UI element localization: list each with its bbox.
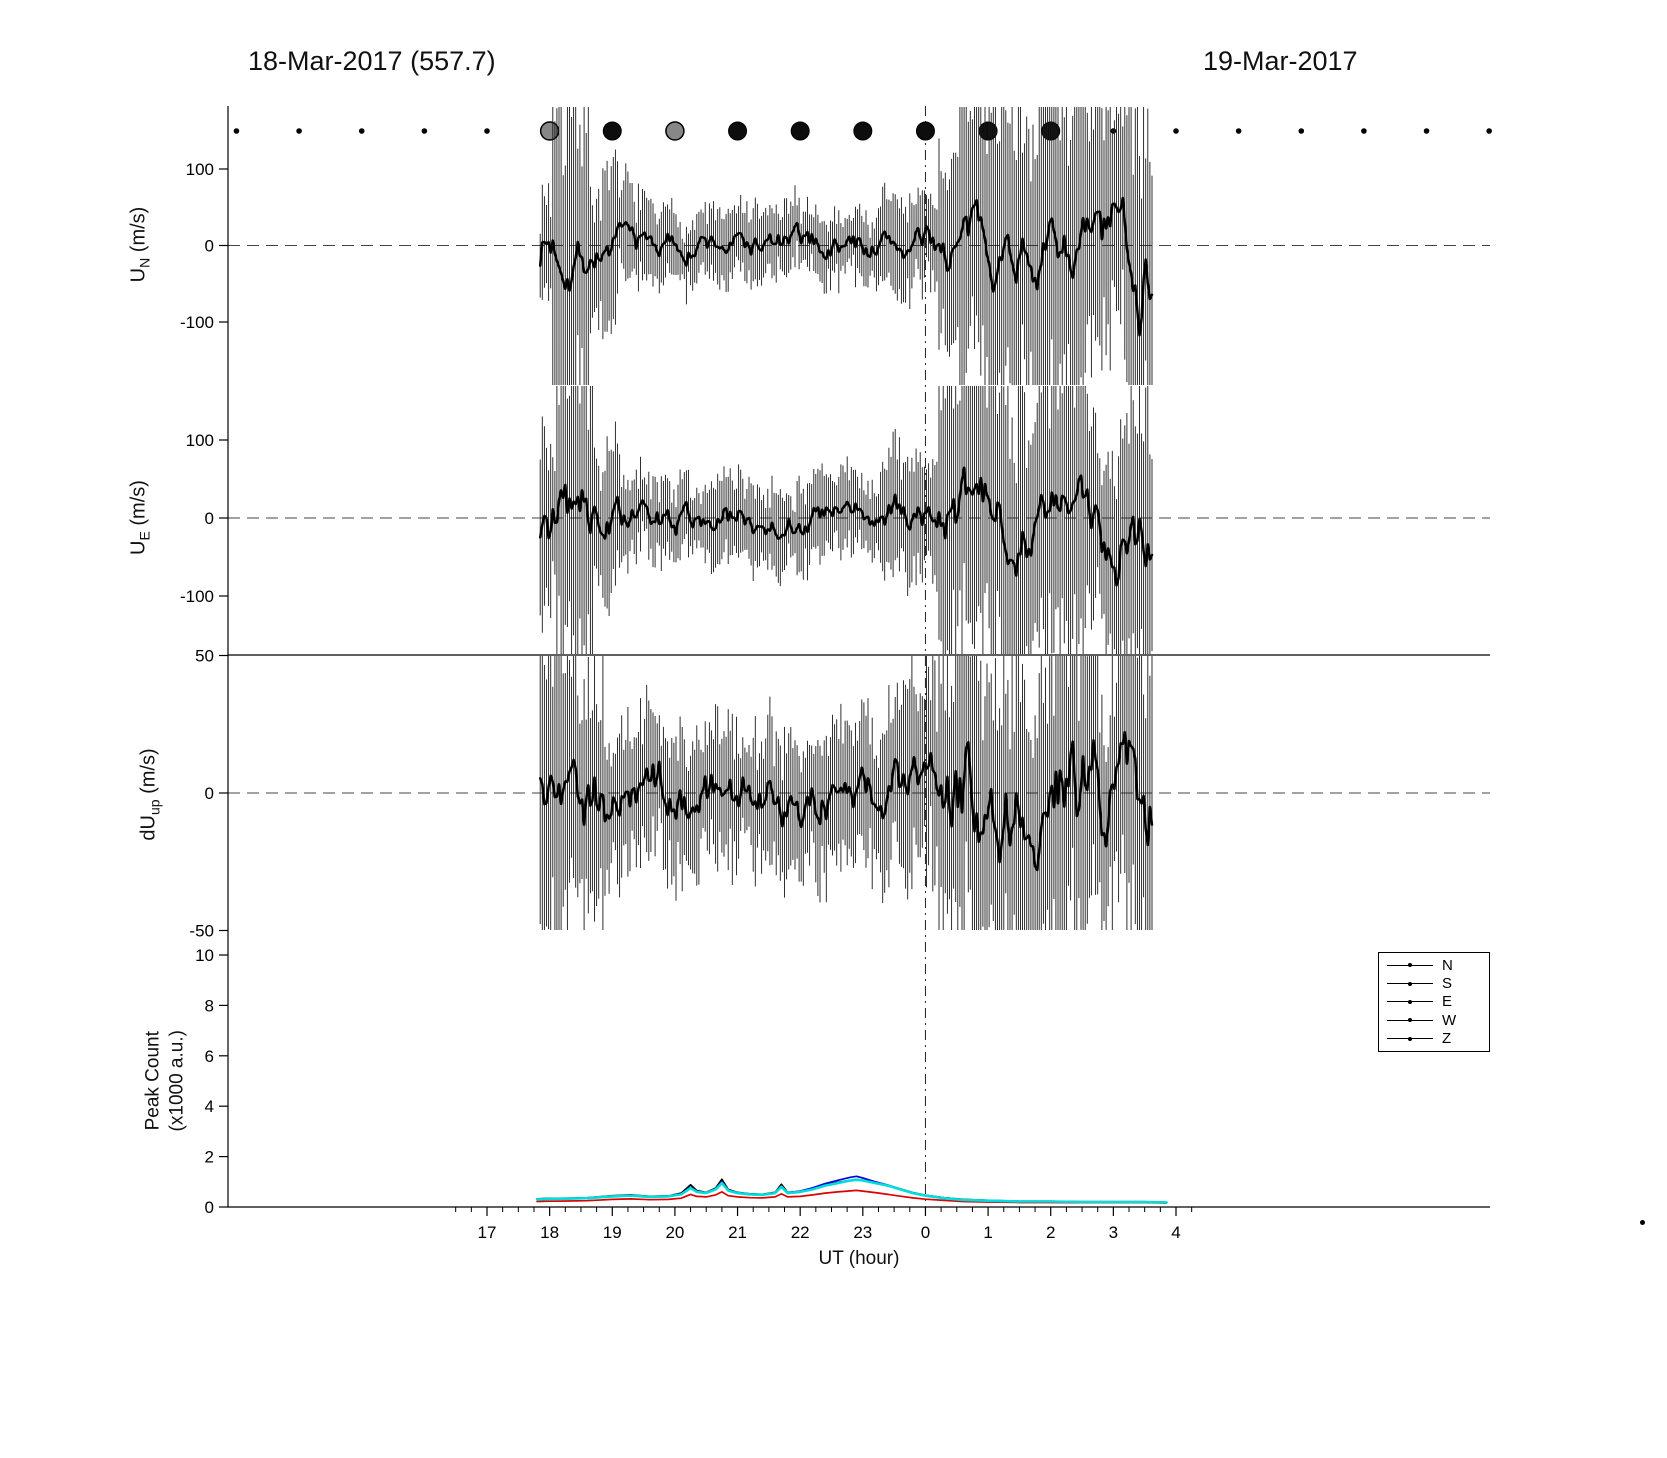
x-tick-label: 18 bbox=[540, 1223, 559, 1242]
obs-dot-filled bbox=[602, 121, 622, 141]
legend-label: E bbox=[1442, 993, 1453, 1011]
y-tick-label: 10 bbox=[195, 946, 214, 965]
x-tick-label: 4 bbox=[1171, 1223, 1180, 1242]
y-tick-label: 4 bbox=[205, 1097, 214, 1116]
mean-line-U_E bbox=[538, 466, 1154, 587]
y-axis-label-un: UN (m/s) bbox=[128, 125, 153, 365]
legend-item-n: N bbox=[1379, 957, 1489, 974]
stray-dot bbox=[1640, 1220, 1645, 1225]
x-tick-label: 20 bbox=[665, 1223, 684, 1242]
mean-line-U_N bbox=[538, 196, 1154, 337]
x-tick-label: 2 bbox=[1046, 1223, 1055, 1242]
y-tick-label: -100 bbox=[180, 587, 214, 606]
obs-dot-small bbox=[1486, 128, 1492, 134]
y-tick-label: 2 bbox=[205, 1148, 214, 1167]
x-tick-label: 3 bbox=[1109, 1223, 1118, 1242]
x-tick-label: 23 bbox=[853, 1223, 872, 1242]
obs-dot-small bbox=[1173, 128, 1179, 134]
obs-dot-filled bbox=[728, 121, 748, 141]
y-tick-label: 0 bbox=[205, 237, 214, 256]
obs-dot-filled bbox=[1041, 121, 1061, 141]
legend-line-marker-icon bbox=[1387, 1036, 1433, 1041]
legend-item-s: S bbox=[1379, 975, 1489, 992]
x-tick-label: 17 bbox=[478, 1223, 497, 1242]
error-bars-U_E bbox=[539, 386, 1153, 654]
y-axis-label-ue: UE (m/s) bbox=[128, 398, 153, 638]
legend-label: W bbox=[1442, 1011, 1457, 1029]
obs-dot-gray bbox=[539, 121, 560, 141]
peak-count-series-E bbox=[536, 1189, 1168, 1204]
mean-line-dU_up bbox=[538, 730, 1154, 872]
legend-item-w: W bbox=[1379, 1012, 1489, 1029]
legend: N S E W Z bbox=[1378, 952, 1490, 1052]
obs-dot-filled bbox=[853, 121, 873, 141]
y-tick-label: 100 bbox=[186, 431, 214, 450]
title-date-left: 18-Mar-2017 (557.7) bbox=[248, 46, 496, 76]
y-tick-label: -100 bbox=[180, 313, 214, 332]
obs-dot-small bbox=[358, 128, 365, 134]
legend-item-e: E bbox=[1379, 993, 1489, 1010]
obs-dot-small bbox=[233, 128, 240, 134]
y-tick-label: -50 bbox=[189, 922, 214, 941]
obs-dot-small bbox=[1110, 128, 1117, 134]
title-date-right: 19-Mar-2017 bbox=[1203, 46, 1358, 76]
obs-dot-small bbox=[1361, 128, 1367, 134]
obs-dot-filled bbox=[915, 121, 935, 141]
obs-dot-small bbox=[421, 128, 428, 134]
peak-count-series-Z bbox=[535, 1178, 1168, 1204]
y-label-sub: N bbox=[136, 257, 153, 268]
y-label-text: U bbox=[127, 540, 150, 555]
legend-item-z: Z bbox=[1379, 1030, 1489, 1047]
y-label-unit: (x1000 a.u.) bbox=[166, 1030, 187, 1132]
y-label-sub: up bbox=[146, 799, 163, 816]
y-tick-label: 6 bbox=[205, 1047, 214, 1066]
y-tick-label: 0 bbox=[205, 784, 214, 803]
obs-dot-small bbox=[1423, 128, 1430, 134]
x-tick-label: 21 bbox=[728, 1223, 747, 1242]
obs-dot-small bbox=[296, 128, 302, 134]
obs-dot-filled bbox=[978, 121, 998, 141]
y-label-unit: (m/s) bbox=[137, 748, 160, 800]
y-axis-label-peak: Peak Count (x1000 a.u.) bbox=[141, 961, 189, 1201]
legend-label: Z bbox=[1442, 1030, 1452, 1048]
x-tick-label: 19 bbox=[603, 1223, 622, 1242]
y-tick-label: 100 bbox=[186, 160, 214, 179]
y-tick-label: 0 bbox=[205, 509, 214, 528]
y-label-sub: E bbox=[136, 531, 153, 541]
obs-dot-small bbox=[1298, 128, 1305, 134]
legend-line-marker-icon bbox=[1387, 981, 1433, 986]
y-tick-label: 0 bbox=[205, 1198, 214, 1217]
legend-label: N bbox=[1442, 956, 1453, 974]
obs-dot-small bbox=[1235, 128, 1242, 134]
x-tick-label: 0 bbox=[921, 1223, 930, 1242]
y-label-text: dU bbox=[137, 815, 160, 841]
legend-label: S bbox=[1442, 975, 1453, 993]
y-label-text: Peak Count bbox=[142, 1031, 164, 1131]
y-label-unit: (m/s) bbox=[127, 480, 150, 532]
x-tick-label: 22 bbox=[791, 1223, 810, 1242]
y-label-unit: (m/s) bbox=[127, 206, 150, 258]
obs-dot-filled bbox=[790, 121, 810, 141]
obs-dot-small bbox=[484, 128, 490, 134]
y-tick-label: 8 bbox=[205, 996, 214, 1015]
y-label-text: U bbox=[127, 267, 150, 283]
y-axis-label-dup: dUup (m/s) bbox=[138, 675, 163, 915]
x-axis-label: UT (hour) bbox=[818, 1248, 900, 1269]
y-tick-label: 50 bbox=[195, 647, 214, 666]
x-tick-label: 1 bbox=[983, 1223, 992, 1242]
obs-dot-gray bbox=[665, 121, 685, 141]
legend-line-marker-icon bbox=[1387, 999, 1433, 1004]
legend-line-marker-icon bbox=[1387, 963, 1433, 968]
legend-line-marker-icon bbox=[1387, 1018, 1433, 1023]
